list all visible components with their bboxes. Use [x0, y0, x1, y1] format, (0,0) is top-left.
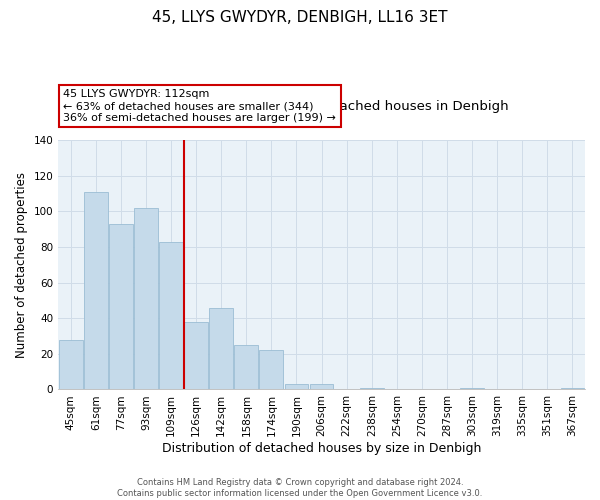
Bar [460, 388, 484, 390]
Bar [84, 192, 108, 390]
Bar [59, 340, 83, 390]
Bar [560, 388, 584, 390]
Bar [134, 208, 158, 390]
Bar [184, 322, 208, 390]
Bar [259, 350, 283, 390]
Title: Size of property relative to detached houses in Denbigh: Size of property relative to detached ho… [135, 100, 508, 112]
Bar [235, 345, 258, 390]
Text: 45, LLYS GWYDYR, DENBIGH, LL16 3ET: 45, LLYS GWYDYR, DENBIGH, LL16 3ET [152, 10, 448, 25]
Text: 45 LLYS GWYDYR: 112sqm
← 63% of detached houses are smaller (344)
36% of semi-de: 45 LLYS GWYDYR: 112sqm ← 63% of detached… [64, 90, 337, 122]
Y-axis label: Number of detached properties: Number of detached properties [15, 172, 28, 358]
X-axis label: Distribution of detached houses by size in Denbigh: Distribution of detached houses by size … [162, 442, 481, 455]
Bar [360, 388, 383, 390]
Bar [109, 224, 133, 390]
Bar [159, 242, 183, 390]
Bar [310, 384, 334, 390]
Bar [284, 384, 308, 390]
Text: Contains HM Land Registry data © Crown copyright and database right 2024.
Contai: Contains HM Land Registry data © Crown c… [118, 478, 482, 498]
Bar [209, 308, 233, 390]
